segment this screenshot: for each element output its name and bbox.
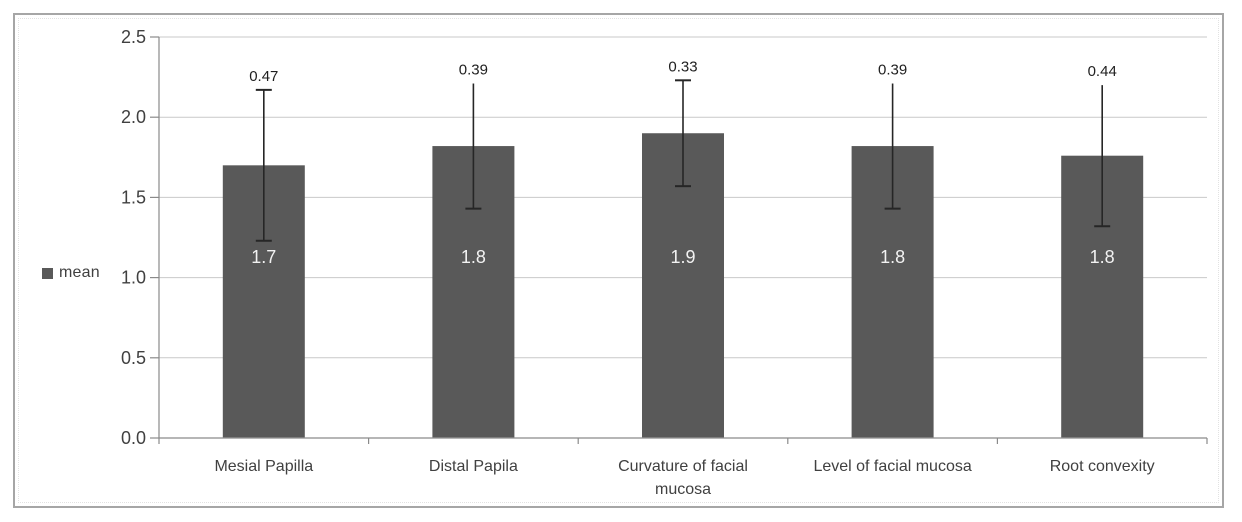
category-label: Curvature of facial mucosa xyxy=(618,458,748,498)
y-tick-label: 1.5 xyxy=(121,187,146,207)
chart-frame xyxy=(13,13,1224,508)
legend-marker-square xyxy=(42,267,53,279)
legend-label: mean xyxy=(59,264,100,281)
y-tick-label: 0.0 xyxy=(121,428,146,448)
error-value-label: 0.39 xyxy=(459,62,488,79)
category-label: Distal Papila xyxy=(429,458,518,475)
legend: mean xyxy=(42,264,100,282)
bar-value-label: 1.8 xyxy=(461,247,486,267)
y-tick-label: 0.5 xyxy=(121,348,146,368)
category-label: Level of facial mucosa xyxy=(813,458,971,475)
category-label: Root convexity xyxy=(1050,458,1155,475)
category-label: Mesial Papilla xyxy=(214,458,313,475)
y-tick-label: 1.0 xyxy=(121,268,146,288)
bar-value-label: 1.8 xyxy=(1090,247,1115,267)
bar-value-label: 1.8 xyxy=(880,247,905,267)
error-value-label: 0.47 xyxy=(249,68,278,85)
bar-value-label: 1.9 xyxy=(670,247,695,267)
error-value-label: 0.33 xyxy=(668,58,697,75)
bar-value-label: 1.7 xyxy=(251,247,276,267)
error-value-label: 0.39 xyxy=(878,62,907,79)
y-tick-label: 2.5 xyxy=(121,27,146,47)
y-tick-label: 2.0 xyxy=(121,107,146,127)
error-value-label: 0.44 xyxy=(1088,63,1117,80)
